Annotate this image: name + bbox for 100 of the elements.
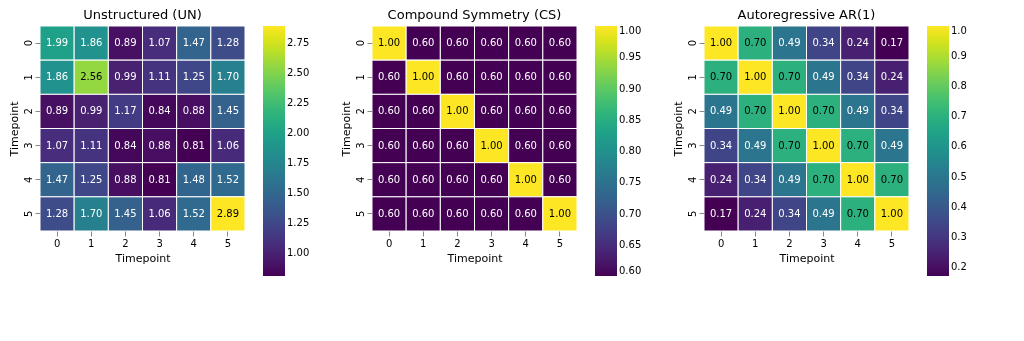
data-label: 0.17: [709, 207, 733, 219]
data-label: 0.60: [514, 37, 537, 49]
data-label: 1.52: [216, 173, 240, 185]
data-label: 1.00: [446, 105, 469, 117]
x-tick-label: 4: [522, 237, 529, 249]
data-label: 1.06: [216, 139, 240, 151]
data-label: 1.11: [80, 139, 103, 151]
data-label: 0.60: [548, 173, 572, 185]
data-label: 0.60: [480, 37, 503, 49]
data-label: 0.60: [446, 71, 469, 83]
data-label: 1.00: [514, 173, 537, 185]
data-label: 0.60: [480, 173, 503, 185]
data-label: 0.24: [846, 37, 869, 49]
data-label: 0.49: [709, 105, 733, 117]
data-label: 0.70: [812, 173, 835, 185]
data-label: 1.00: [846, 173, 869, 185]
data-label: 0.34: [744, 173, 767, 185]
chart-title: Unstructured (UN): [83, 6, 202, 22]
data-label: 0.60: [514, 207, 537, 219]
color-bar-label: 1.25: [287, 217, 310, 229]
color-bar-label: 2.25: [287, 96, 310, 108]
x-tick-label: 1: [88, 237, 95, 249]
data-label: 0.60: [480, 71, 503, 83]
color-bar-label: 0.4: [951, 200, 967, 212]
data-label: 1.86: [80, 37, 103, 49]
data-label: 0.60: [412, 173, 435, 185]
color-bar-label: 0.80: [619, 145, 642, 156]
color-bar-label: 0.75: [619, 176, 642, 188]
data-label: 0.84: [148, 105, 171, 117]
data-label: 0.81: [148, 173, 171, 185]
data-label: 0.49: [812, 71, 835, 83]
data-label: 0.34: [709, 139, 733, 151]
y-tick-label: 1: [354, 74, 366, 81]
color-bar-label: 0.90: [619, 82, 642, 94]
data-label: 0.70: [709, 71, 733, 83]
y-tick-label: 1: [22, 74, 34, 81]
data-label: 0.88: [114, 173, 137, 185]
x-axis-title: Timepoint: [778, 251, 836, 265]
data-label: 0.49: [778, 37, 801, 49]
y-tick-label: 4: [686, 176, 698, 183]
data-label: 0.88: [148, 139, 171, 151]
data-label: 0.34: [880, 105, 904, 117]
data-label: 0.60: [377, 173, 401, 185]
data-label: 1.28: [45, 207, 69, 219]
y-tick-label: 5: [686, 210, 698, 218]
data-label: 1.47: [45, 173, 69, 185]
color-bar-label: 1.00: [619, 25, 642, 36]
color-bar-label: 0.70: [619, 207, 642, 219]
data-label: 0.60: [377, 139, 401, 151]
y-tick-label: 2: [686, 108, 698, 115]
data-label: 1.06: [148, 207, 171, 219]
data-label: 0.60: [377, 105, 401, 117]
data-label: 1.25: [182, 71, 205, 83]
data-label: 1.00: [548, 207, 572, 219]
data-label: 1.70: [216, 71, 240, 83]
data-label: 1.52: [182, 207, 205, 219]
data-label: 0.60: [548, 71, 572, 83]
data-label: 0.60: [446, 37, 469, 49]
data-label: 0.49: [846, 105, 869, 117]
data-label: 1.07: [148, 37, 171, 49]
data-label: 0.60: [480, 105, 503, 117]
data-label: 0.84: [114, 139, 137, 151]
data-label: 0.60: [548, 139, 572, 151]
color-bar-label: 0.60: [619, 265, 642, 276]
data-label: 0.60: [412, 139, 435, 151]
data-label: 0.70: [846, 139, 869, 151]
color-bar-label: 0.9: [951, 50, 967, 62]
data-label: 1.07: [45, 139, 69, 151]
chart-title: Autoregressive AR(1): [737, 6, 876, 22]
data-label: 0.89: [114, 37, 137, 49]
data-label: 0.70: [778, 71, 801, 83]
data-label: 0.49: [778, 173, 801, 185]
color-bar-label: 0.2: [951, 260, 967, 272]
data-label: 0.70: [778, 139, 801, 151]
data-label: 0.34: [812, 37, 835, 49]
x-tick-label: 3: [156, 237, 163, 249]
y-tick-label: 2: [22, 108, 34, 115]
color-bar-label: 1.0: [951, 25, 967, 36]
x-axis-title: Timepoint: [114, 251, 172, 265]
data-label: 1.00: [709, 37, 733, 49]
x-tick-label: 3: [820, 237, 827, 249]
data-label: 0.88: [182, 105, 205, 117]
data-label: 1.00: [812, 139, 835, 151]
y-tick-label: 1: [686, 74, 698, 81]
y-tick-label: 2: [354, 108, 366, 115]
data-label: 0.34: [778, 207, 801, 219]
data-label: 0.60: [548, 105, 572, 117]
data-label: 1.00: [377, 37, 401, 49]
data-label: 1.00: [880, 207, 904, 219]
x-tick-label: 5: [556, 237, 564, 249]
data-label: 0.60: [412, 207, 435, 219]
data-label: 0.99: [80, 105, 103, 117]
color-bar-label: 0.65: [619, 238, 642, 250]
data-label: 1.86: [45, 71, 69, 83]
color-bar-label: 0.7: [951, 110, 967, 122]
y-tick-label: 3: [22, 142, 34, 149]
data-label: 0.60: [446, 139, 469, 151]
data-label: 0.60: [548, 37, 572, 49]
data-label: 1.00: [778, 105, 801, 117]
y-axis-title: Timepoint: [671, 100, 685, 158]
